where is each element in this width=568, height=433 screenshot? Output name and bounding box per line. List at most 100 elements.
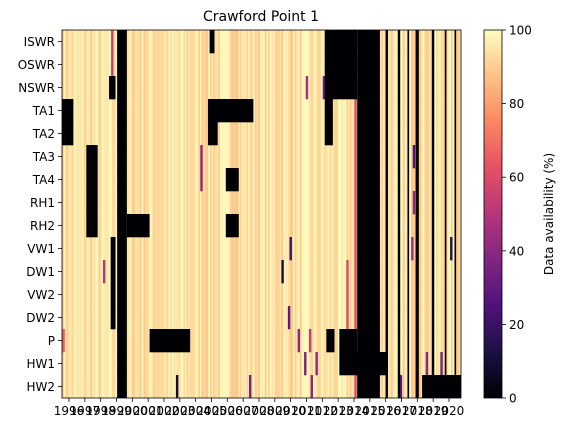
heatmap-cell-partial (354, 237, 357, 261)
texture-stripe (190, 30, 192, 398)
heatmap-cell-missing (62, 99, 74, 123)
heatmap-cell-missing (324, 99, 333, 123)
heatmap-cell-partial (308, 329, 312, 353)
texture-stripe (456, 30, 458, 398)
texture-stripe (421, 30, 424, 398)
heatmap-cell-partial (310, 375, 313, 398)
texture-stripe (392, 30, 395, 398)
heatmap-cell-missing (385, 53, 389, 77)
texture-stripe (281, 30, 284, 398)
heatmap-cell-missing (324, 30, 358, 54)
heatmap-cell-missing (415, 99, 419, 123)
texture-stripe (62, 30, 64, 398)
texture-stripe (452, 30, 455, 398)
x-tick-label: 2020 (434, 404, 465, 418)
texture-stripe (258, 30, 261, 398)
heatmap-cell-missing (225, 168, 239, 192)
heatmap-cell-partial (200, 168, 203, 192)
texture-stripe (180, 30, 182, 398)
texture-stripe (110, 30, 113, 398)
heatmap-cell-missing (444, 237, 447, 261)
colorbar-gradient (483, 29, 503, 399)
heatmap-cell-partial (248, 375, 252, 398)
texture-stripe (284, 30, 287, 398)
heatmap-cell-partial (412, 145, 416, 169)
heatmap-cell-partial (315, 352, 318, 376)
texture-stripe (441, 30, 444, 398)
texture-stripe (319, 30, 322, 398)
texture-stripe (153, 30, 156, 398)
x-tick-label: 2002 (149, 404, 180, 418)
heatmap-cell-missing (207, 122, 218, 146)
texture-stripe (216, 30, 219, 398)
heatmap-cell-missing (397, 260, 401, 284)
heatmap-cell-missing (454, 30, 457, 54)
heatmap-cell-missing (454, 122, 457, 146)
texture-stripe (279, 30, 282, 398)
heatmap-cell-missing (454, 145, 457, 169)
texture-stripe (241, 30, 244, 398)
heatmap-cell-missing (62, 122, 74, 146)
colorbar-tick-label: 0 (509, 392, 517, 406)
heatmap-cell-missing (117, 375, 127, 398)
x-axis: 1996199719981999200020012002200320042005… (54, 398, 465, 418)
heatmap-cell-missing (117, 329, 127, 353)
heatmap-cell-missing (454, 168, 457, 192)
x-tick-label: 1997 (70, 404, 101, 418)
heatmap-cell-missing (397, 214, 401, 238)
texture-stripe (165, 30, 168, 398)
texture-stripe (98, 30, 101, 398)
heatmap-cell-missing (357, 306, 380, 330)
texture-stripe (437, 30, 440, 398)
plot-frame (61, 29, 462, 399)
heatmap-cell-missing (357, 30, 380, 54)
texture-stripe (259, 30, 262, 398)
heatmap-cell-missing (117, 283, 127, 307)
texture-stripe (402, 30, 405, 398)
texture-stripe (186, 30, 189, 398)
texture-stripe (105, 30, 108, 398)
texture-stripe (384, 30, 387, 398)
y-tick-label: OSWR (18, 58, 55, 72)
heatmap-cell-missing (339, 352, 389, 376)
heatmap-cell-missing (117, 30, 127, 54)
heatmap-cell-missing (415, 283, 419, 307)
heatmap-cell-missing (117, 191, 127, 215)
texture-stripe (161, 30, 164, 398)
heatmap-cell-missing (357, 53, 380, 77)
texture-stripe (346, 30, 349, 398)
heatmap-cell-missing (397, 375, 401, 398)
heatmap-cell-missing (407, 99, 410, 123)
texture-stripe (173, 30, 176, 398)
heatmap-cell-partial (322, 76, 326, 100)
x-tick-label: 1998 (85, 404, 116, 418)
heatmap-cell-missing (431, 237, 435, 261)
heatmap-cell-missing (454, 329, 457, 353)
y-tick-label: DW2 (26, 311, 55, 325)
heatmap-cell-missing (415, 76, 419, 100)
colorbar-tick-label: 60 (509, 171, 524, 185)
heatmap-cell-missing (397, 145, 401, 169)
x-tick-label: 2009 (260, 404, 291, 418)
texture-stripe (387, 30, 390, 398)
heatmap-cell-missing (117, 53, 127, 77)
texture-stripe (439, 30, 442, 398)
y-tick-label: TA2 (32, 127, 55, 141)
x-tick-label: 2007 (228, 404, 259, 418)
heatmap-cell-missing (110, 306, 116, 330)
x-tick-label: 2019 (418, 404, 449, 418)
texture-stripe (332, 30, 335, 398)
heatmap-cell-missing (444, 53, 447, 77)
texture-stripe (342, 30, 345, 398)
texture-stripe (447, 30, 450, 398)
heatmap-cell-missing (454, 76, 457, 100)
heatmap-cell-missing (415, 53, 419, 77)
texture-stripe (301, 30, 304, 398)
x-tick-label: 2003 (165, 404, 196, 418)
texture-stripe (379, 30, 382, 398)
heatmap-cell-missing (385, 99, 389, 123)
heatmap-cell-missing (209, 30, 215, 54)
texture-stripe (178, 30, 181, 398)
heatmap-cell-missing (385, 306, 389, 330)
heatmap-cell-partial (354, 260, 357, 284)
